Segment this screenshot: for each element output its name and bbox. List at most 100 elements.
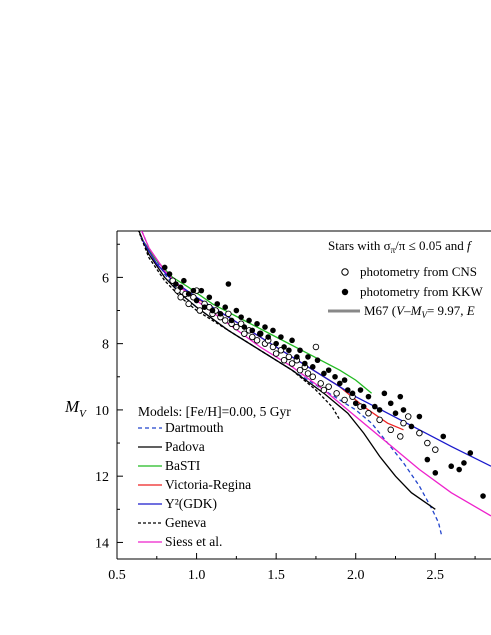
- models-legend-label: Victoria-Regina: [165, 477, 251, 492]
- cns-point: [333, 390, 340, 397]
- axis-ticks: [116, 243, 476, 559]
- models-legend-label: Geneva: [165, 515, 206, 530]
- cns-point: [280, 356, 288, 364]
- cns-point: [312, 343, 320, 351]
- kkw-point: [294, 354, 300, 360]
- kkw-point: [257, 330, 264, 337]
- cns-point: [387, 426, 394, 434]
- kkw-point: [222, 304, 229, 311]
- cns-point: [233, 323, 240, 331]
- kkw-point: [305, 354, 311, 360]
- y-tick-label: 8: [102, 338, 109, 353]
- legend-cns-label: photometry from CNS: [360, 264, 477, 279]
- kkw-point: [392, 410, 399, 417]
- kkw-point: [270, 327, 276, 334]
- kkw-point: [301, 360, 308, 367]
- cns-point: [365, 409, 372, 417]
- kkw-point: [228, 317, 235, 324]
- legend-kkw-label: photometry from KKW: [360, 284, 483, 299]
- models-title: Models: [Fe/H]=0.00, 5 Gyr: [138, 404, 291, 419]
- cns-point: [320, 386, 328, 394]
- y-tick-label: 12: [95, 470, 109, 485]
- kkw-point: [286, 347, 292, 354]
- kkw-point: [448, 463, 455, 470]
- kkw-point: [249, 327, 256, 334]
- cns-point: [177, 294, 184, 301]
- cns-point: [309, 373, 317, 381]
- x-tick-label: 1.5: [267, 568, 285, 583]
- kkw-point: [357, 387, 364, 393]
- kkw-point: [262, 324, 268, 330]
- legend-m67-label: M67 (V–MV= 9.97, E: [364, 303, 475, 320]
- kkw-point: [332, 373, 338, 380]
- cns-point: [416, 429, 423, 437]
- kkw-point: [185, 291, 192, 297]
- kkw-point: [372, 403, 378, 410]
- kkw-point: [161, 264, 168, 271]
- kkw-point: [349, 390, 356, 397]
- cns-point: [241, 330, 248, 337]
- cns-point: [404, 413, 412, 420]
- kkw-point: [225, 281, 232, 287]
- kkw-point: [289, 337, 295, 344]
- x-tick-label: 2.5: [427, 568, 445, 583]
- x-tick-label: 0.5: [108, 568, 126, 583]
- kkw-point: [173, 281, 179, 287]
- cns-point: [285, 353, 293, 361]
- cns-point: [272, 350, 280, 357]
- cns-point: [397, 433, 404, 440]
- kkw-point: [387, 400, 394, 407]
- kkw-point: [281, 344, 287, 350]
- kkw-point: [321, 370, 327, 377]
- cns-point: [304, 370, 312, 377]
- y-tick-label: 14: [95, 536, 109, 551]
- kkw-point: [209, 307, 216, 314]
- cns-point: [185, 300, 192, 308]
- x-tick-label: 2.0: [347, 568, 365, 583]
- observations-legend: Stars with σπ/π ≤ 0.05 and f photometry …: [328, 238, 483, 320]
- model-line-padova: [138, 231, 436, 510]
- kkw-point: [309, 364, 316, 370]
- models-legend-label: Siess et al.: [165, 534, 222, 549]
- cns-point: [432, 446, 439, 453]
- kkw-point: [440, 433, 447, 440]
- kkw-point: [365, 393, 372, 400]
- kkw-point: [254, 320, 260, 327]
- open-circle-marker: [341, 268, 349, 276]
- kkw-point: [408, 423, 415, 430]
- kkw-point: [344, 387, 351, 393]
- cns-point: [253, 337, 261, 344]
- models-legend-label: Y²(GDK): [165, 496, 217, 511]
- models-legend-label: Dartmouth: [165, 420, 224, 435]
- kkw-point: [461, 460, 467, 466]
- kkw-point: [397, 393, 404, 400]
- models-legend-label: Padova: [165, 439, 205, 454]
- cns-point: [317, 380, 324, 387]
- cns-point: [341, 396, 348, 404]
- kkw-point: [400, 407, 407, 413]
- models-legend-label: BaSTI: [165, 458, 201, 473]
- kkw-point: [360, 403, 367, 410]
- kkw-point: [241, 324, 248, 330]
- cns-point: [249, 333, 256, 341]
- kkw-point: [198, 287, 205, 294]
- kkw-point: [337, 380, 343, 387]
- kkw-point: [480, 493, 486, 499]
- cns-point: [400, 419, 407, 427]
- kkw-point: [416, 413, 423, 420]
- cns-point: [424, 439, 431, 447]
- model-line-basti: [140, 237, 373, 394]
- kkw-point: [314, 357, 321, 364]
- kkw-point: [376, 407, 383, 413]
- cns-point: [325, 383, 332, 390]
- kkw-point: [206, 294, 213, 301]
- y-tick-label: 10: [95, 404, 109, 419]
- kkw-point: [166, 271, 173, 277]
- kkw-point: [201, 304, 208, 311]
- kkw-point: [341, 377, 348, 383]
- kkw-point: [325, 367, 332, 373]
- kkw-point: [214, 301, 221, 307]
- kkw-point: [177, 284, 184, 291]
- kkw-point: [432, 470, 439, 476]
